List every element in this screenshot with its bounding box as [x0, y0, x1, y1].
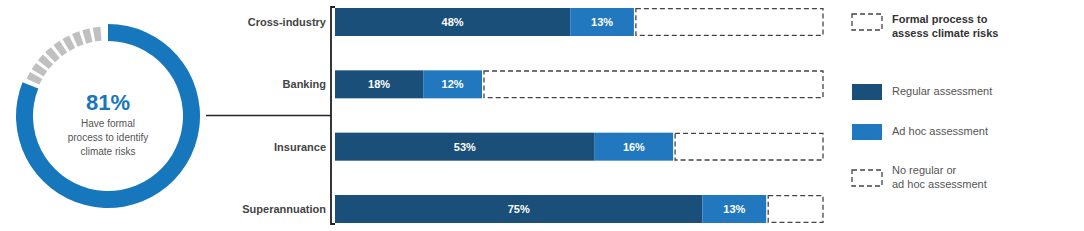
bar-labels: 48% 18% 53% 75% 13% 12% 16% 13% — [368, 16, 745, 215]
donut-center-value: 81% — [86, 90, 130, 115]
donut — [16, 24, 200, 208]
bar-segment — [335, 133, 595, 161]
data-label: 53% — [454, 141, 476, 153]
title: Formal process to assess climate risks — [892, 13, 998, 39]
bar-segment — [636, 9, 823, 36]
category-label: Cross-industry — [248, 16, 327, 28]
data-label: 13% — [591, 16, 613, 28]
bar-segment — [595, 133, 673, 161]
legend-swatch — [852, 170, 882, 186]
text-line: climate risks — [80, 146, 135, 157]
title-icon — [852, 14, 882, 30]
text-line: process to identify — [68, 132, 149, 143]
data-label: 13% — [723, 203, 745, 215]
page: {"chart_data": [ {"type": "donut", "valu… — [0, 0, 1084, 231]
bars — [335, 8, 823, 223]
data-label: 18% — [368, 78, 390, 90]
chart-svg: 81% Have formal process to identify climate… — [0, 0, 1084, 231]
donut-slice-remainder — [33, 34, 104, 82]
bar-segment — [675, 133, 823, 160]
text-line: Regular assessment — [892, 85, 992, 97]
text-line: assess climate risks — [892, 27, 998, 39]
bar-segment — [335, 8, 570, 36]
donut-slice — [16, 24, 200, 208]
legend-entry: No regular or ad hoc assessment — [892, 164, 987, 190]
connector — [206, 115, 331, 117]
bar-segment — [335, 70, 423, 98]
text-line: No regular or — [892, 164, 957, 176]
bar-segment — [768, 196, 823, 223]
legend-swatch — [852, 124, 882, 140]
bracket — [331, 7, 335, 224]
text-line: Have formal — [81, 118, 135, 129]
bar-segment — [703, 195, 767, 223]
data-label: 16% — [623, 141, 645, 153]
donut-center-text: Have formal process to identify climate ri… — [68, 118, 149, 157]
text-line: Formal process to — [892, 13, 988, 25]
category-label: Superannuation — [242, 203, 326, 215]
bar-segment — [423, 70, 482, 98]
bar-segment — [484, 71, 823, 98]
data-label: 12% — [442, 78, 464, 90]
bar-segment — [570, 8, 634, 36]
legend-entry: Regular assessment — [892, 85, 992, 97]
text-line: ad hoc assessment — [892, 178, 987, 190]
legend-entry: Ad hoc assessment — [892, 125, 988, 137]
category-label: Insurance — [274, 141, 326, 153]
text-line: Ad hoc assessment — [892, 125, 988, 137]
data-label: 75% — [508, 203, 530, 215]
category-label: Banking — [283, 78, 326, 90]
data-label: 48% — [442, 16, 464, 28]
legend: Formal process to assess climate risks Reg… — [852, 13, 998, 190]
bar-segment — [335, 195, 703, 223]
legend-swatch — [852, 84, 882, 100]
